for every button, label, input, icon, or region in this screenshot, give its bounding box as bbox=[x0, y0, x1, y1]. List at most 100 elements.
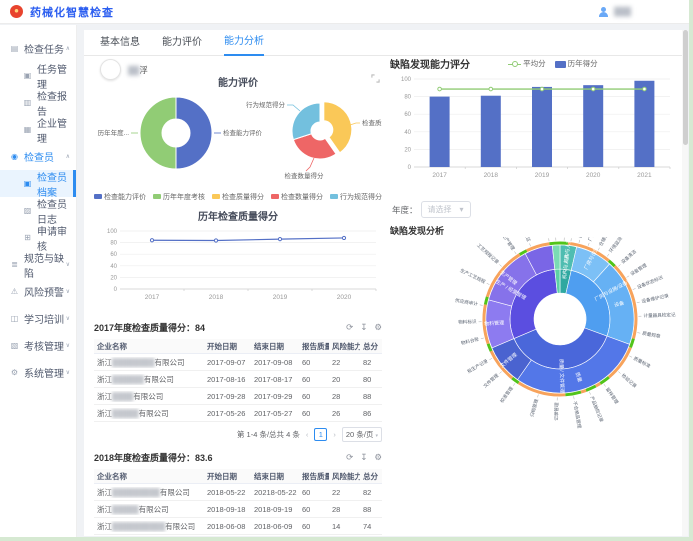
sidebar-item-申请审核[interactable]: ⊞ 申请审核 bbox=[0, 224, 76, 253]
inspector-name-redacted: ██ bbox=[128, 65, 140, 75]
svg-text:设备: 设备 bbox=[613, 299, 624, 308]
legend-item[interactable]: 检查能力评价 bbox=[94, 192, 146, 202]
scrollbar-thumb[interactable] bbox=[682, 30, 688, 145]
sidebar-item-考核管理[interactable]: ▧ 考核管理 ∨ bbox=[0, 332, 76, 359]
sidebar-item-label: 系统管理 bbox=[24, 369, 64, 380]
svg-text:设备维护记录: 设备维护记录 bbox=[641, 292, 670, 305]
refresh-icon[interactable]: ⟳ bbox=[346, 452, 354, 462]
line-chart-title: 历年检查质量得分 bbox=[198, 212, 278, 223]
legend-item[interactable]: 行为规范得分 bbox=[330, 192, 382, 202]
redacted-text: ██████ bbox=[112, 374, 144, 384]
table-cell: 22 bbox=[332, 487, 341, 497]
legend-item[interactable]: 历年年度考核 bbox=[153, 192, 205, 202]
svg-text:0: 0 bbox=[408, 165, 412, 171]
pagination-summary: 第 1-4 条/总共 4 条 bbox=[236, 430, 300, 439]
svg-text:40: 40 bbox=[110, 264, 117, 270]
sidebar-item-学习培训[interactable]: ◫ 学习培训 ∨ bbox=[0, 305, 76, 332]
page-size-select[interactable]: 20 条/页 ▾ bbox=[341, 427, 382, 442]
refresh-icon[interactable]: ⟳ bbox=[346, 322, 354, 332]
svg-text:检验记录: 检验记录 bbox=[620, 372, 639, 390]
caret-up-icon: ∧ bbox=[65, 46, 70, 52]
sidebar-item-风险预警[interactable]: ⚠ 风险预警 ∨ bbox=[0, 278, 76, 305]
svg-text:80: 80 bbox=[110, 241, 117, 247]
table-cell: 86 bbox=[363, 408, 372, 418]
study-icon: ◫ bbox=[10, 314, 19, 323]
svg-text:历年年度...: 历年年度... bbox=[98, 128, 130, 137]
export-icon[interactable]: ↧ bbox=[360, 452, 368, 462]
expand-icon[interactable] bbox=[371, 74, 380, 83]
tasks-icon: ▤ bbox=[10, 44, 19, 53]
svg-text:2017: 2017 bbox=[145, 294, 160, 301]
table-cell: 14 bbox=[332, 521, 341, 531]
sidebar-item-系统管理[interactable]: ⚙ 系统管理 ∨ bbox=[0, 359, 76, 386]
page-number[interactable]: 1 bbox=[314, 428, 328, 441]
user-icon[interactable] bbox=[598, 6, 610, 18]
legend-item[interactable]: 检查质量得分 bbox=[212, 192, 264, 202]
legend-item[interactable]: 平均分 bbox=[508, 58, 546, 69]
tab-能力评价[interactable]: 能力评价 bbox=[162, 37, 202, 48]
table-cell: 60 bbox=[302, 487, 311, 497]
scrollbar[interactable] bbox=[682, 30, 688, 536]
redacted-text: █████ bbox=[112, 408, 139, 418]
year-select[interactable]: 请选择 ▾ bbox=[420, 201, 471, 218]
svg-text:机构与人员: 机构与人员 bbox=[561, 254, 571, 280]
table-cell: 2018-06-08 bbox=[207, 521, 246, 531]
next-page-button[interactable]: › bbox=[333, 430, 336, 439]
svg-text:计量器具检定记录: 计量器具检定记录 bbox=[643, 311, 676, 319]
settings-icon[interactable]: ⚙ bbox=[374, 452, 382, 462]
sidebar-item-检查员[interactable]: ◉ 检查员 ∧ bbox=[0, 143, 76, 170]
legend-item[interactable]: 检查数量得分 bbox=[271, 192, 323, 202]
legend-item[interactable]: 历年得分 bbox=[554, 58, 598, 69]
table-cell: 82 bbox=[363, 357, 372, 367]
table-cell: 2018-06-09 bbox=[254, 521, 293, 531]
sidebar-item-企业管理[interactable]: ▦ 企业管理 bbox=[0, 116, 76, 145]
column-header: 报告质量 bbox=[302, 471, 329, 481]
company-name-cell: 浙江████有限公司 bbox=[97, 391, 164, 401]
ability-donut-charts[interactable]: 历年年度... 检查能力评价 行为规范得分检查质量得分检查数量得分 bbox=[94, 89, 402, 185]
svg-text:厂房布局: 厂房布局 bbox=[586, 237, 599, 242]
sidebar-item-label: 检查报告 bbox=[37, 91, 67, 118]
tab-基本信息[interactable]: 基本信息 bbox=[100, 37, 140, 48]
table-header-row: 企业名称 开始日期 结束日期 报告质量 风险能力 总分 bbox=[94, 339, 382, 354]
svg-text:生产管理: 生产管理 bbox=[500, 237, 516, 252]
sidebar-item-检查员日志[interactable]: ▨ 检查员日志 bbox=[0, 197, 76, 226]
sidebar-item-检查员档案[interactable]: ▣ 检查员档案 bbox=[0, 170, 76, 199]
company-name-cell: 浙江██████████有限公司 bbox=[97, 521, 196, 531]
sidebar-item-label: 学习培训 bbox=[24, 315, 64, 326]
svg-text:记录管理: 记录管理 bbox=[553, 402, 561, 421]
table-cell: 60 bbox=[302, 374, 311, 384]
table-row: 浙江████████有限公司 2017-09-07 2017-09-08 60 22 82 bbox=[94, 354, 382, 371]
sidebar-item-规范与缺陷[interactable]: ≣ 规范与缺陷 ∨ bbox=[0, 251, 76, 280]
column-header: 报告质量 bbox=[302, 341, 329, 351]
svg-text:2019: 2019 bbox=[535, 172, 550, 179]
tab-bar: 基本信息 能力评价 能力分析 bbox=[84, 30, 682, 56]
sidebar-item-任务管理[interactable]: ▣ 任务管理 bbox=[0, 62, 76, 91]
column-header: 开始日期 bbox=[207, 341, 237, 351]
tab-能力分析[interactable]: 能力分析 bbox=[224, 32, 264, 56]
defect-score-bar-chart[interactable]: 0 20 40 60 80 100 2017 2018 2019 2020 2021 bbox=[390, 71, 676, 189]
main-content: 基本信息 能力评价 能力分析 ██浮 能力评价 历年年度... 检查能力评价 行为规范得… bbox=[84, 30, 682, 536]
sidebar-item-检查报告[interactable]: ▥ 检查报告 bbox=[0, 89, 76, 118]
sidebar-item-检查任务[interactable]: ▤ 检查任务 ∧ bbox=[0, 35, 76, 62]
sidebar: ▤ 检查任务 ∧ ▣ 任务管理 ▥ 检查报告 ▦ 企业管理 ◉ 检查员 ∧ ▣ 检查员档案 ▨ 检查员日志 ⊞ 申… bbox=[0, 25, 77, 537]
sidebar-item-label: 检查员日志 bbox=[37, 199, 67, 226]
chevron-down-icon: ▾ bbox=[459, 205, 464, 214]
table-cell: 60 bbox=[302, 504, 311, 514]
svg-text:留样管理: 留样管理 bbox=[604, 386, 620, 405]
quality-line-chart[interactable]: 0 20 40 60 80 100 2017 2018 2019 2020 bbox=[94, 223, 382, 307]
export-icon[interactable]: ↧ bbox=[360, 322, 368, 332]
svg-text:生产工艺规程: 生产工艺规程 bbox=[459, 267, 487, 286]
prev-page-button[interactable]: ‹ bbox=[305, 430, 309, 439]
svg-text:不合格品管理: 不合格品管理 bbox=[571, 401, 583, 430]
user-name[interactable]: ███ bbox=[613, 7, 631, 16]
settings-icon[interactable]: ⚙ bbox=[374, 322, 382, 332]
table-header-row: 企业名称 开始日期 结束日期 报告质量 风险能力 总分 bbox=[94, 469, 382, 484]
caret-down-icon: ∨ bbox=[65, 262, 70, 268]
svg-text:设备状态标识: 设备状态标识 bbox=[636, 274, 665, 291]
table-cell: 60 bbox=[302, 391, 311, 401]
company-name-cell: 浙江█████有限公司 bbox=[97, 408, 169, 418]
sidebar-item-label: 申请审核 bbox=[37, 226, 67, 253]
table-row: 浙江██████████有限公司 2018-06-08 2018-06-09 60 14… bbox=[94, 518, 382, 535]
company-name-cell: 浙江█████有限公司 bbox=[97, 504, 169, 514]
